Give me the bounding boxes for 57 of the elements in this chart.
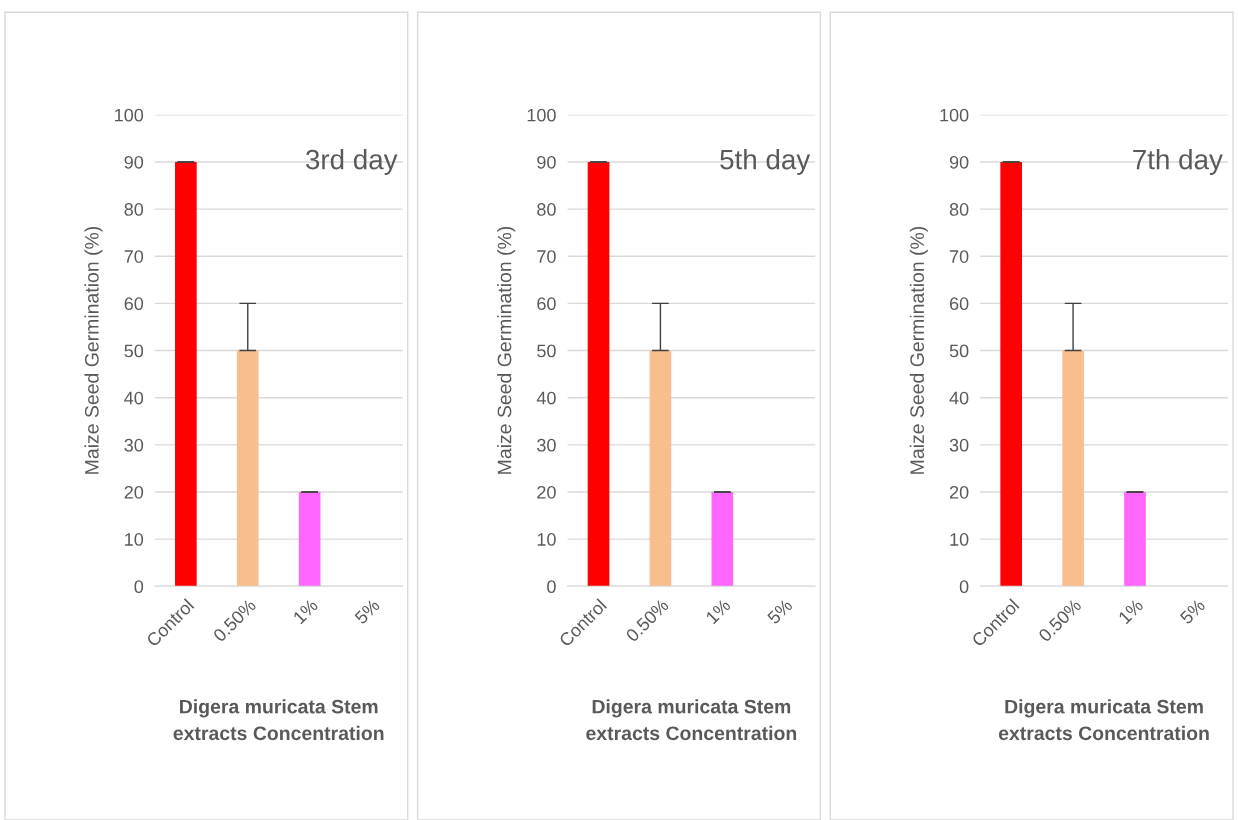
- y-tick-label: 100: [527, 108, 556, 122]
- bar: [236, 350, 259, 587]
- y-tick-label: 60: [949, 297, 969, 311]
- x-tick-label: 5%: [354, 598, 381, 625]
- x-axis-title: Digera muricata Stem extracts Concentration: [173, 699, 384, 741]
- y-tick-label: 20: [537, 485, 556, 499]
- y-tick-label: 70: [949, 250, 969, 263]
- y-axis-title: Maize Seed Germination (%): [84, 226, 103, 474]
- y-axis-title: Maize Seed Germination (%): [497, 226, 516, 474]
- y-tick-label: 100: [115, 108, 144, 122]
- y-tick-label: 0: [547, 580, 556, 594]
- bar: [1062, 350, 1084, 587]
- y-tick-label: 20: [949, 485, 969, 499]
- bar: [298, 492, 321, 587]
- y-tick-label: 0: [959, 580, 969, 594]
- x-tick-label: 1%: [1117, 598, 1144, 625]
- y-tick-label: 80: [537, 203, 556, 216]
- bar: [175, 161, 197, 587]
- y-tick-label: 10: [537, 533, 556, 546]
- y-tick-label: 60: [537, 297, 556, 311]
- y-tick-label: 60: [124, 297, 144, 311]
- y-axis-title: Maize Seed Germination (%): [909, 226, 928, 474]
- x-axis-title: Digera muricata Stem extracts Concentration: [998, 699, 1209, 741]
- x-tick-label: 5%: [1179, 598, 1206, 625]
- y-tick-label: 90: [949, 155, 969, 169]
- bar: [649, 350, 672, 587]
- y-tick-label: 0: [134, 580, 144, 594]
- y-tick-label: 70: [124, 250, 144, 263]
- bar: [711, 492, 734, 587]
- y-tick-label: 20: [124, 485, 144, 499]
- bar: [1124, 492, 1146, 587]
- y-tick-label: 40: [949, 391, 969, 405]
- text: 7th day: [1133, 149, 1223, 175]
- x-tick-label: 5%: [766, 598, 794, 625]
- x-tick-label: 1%: [705, 598, 732, 625]
- bar: [1000, 161, 1023, 587]
- text: 3rd day: [305, 149, 398, 175]
- bar: [587, 161, 610, 587]
- y-tick-label: 40: [536, 391, 556, 405]
- y-tick-label: 80: [949, 203, 969, 216]
- y-tick-label: 50: [124, 344, 144, 358]
- y-tick-label: 30: [124, 438, 144, 452]
- y-tick-label: 90: [124, 155, 144, 169]
- y-tick-label: 90: [537, 155, 556, 169]
- text: 5th day: [720, 149, 811, 175]
- y-tick-label: 100: [940, 108, 969, 122]
- y-tick-label: 40: [124, 391, 144, 405]
- y-tick-label: 30: [949, 438, 969, 452]
- x-tick-label: 1%: [292, 598, 319, 625]
- y-tick-label: 50: [537, 344, 556, 358]
- y-tick-label: 30: [537, 438, 556, 452]
- y-tick-label: 10: [125, 533, 144, 546]
- y-tick-label: 50: [949, 344, 969, 358]
- y-tick-label: 10: [950, 533, 969, 546]
- x-axis-title: Digera muricata Stem extracts Concentration: [586, 699, 797, 741]
- y-tick-label: 70: [537, 250, 556, 263]
- y-tick-label: 80: [124, 203, 144, 216]
